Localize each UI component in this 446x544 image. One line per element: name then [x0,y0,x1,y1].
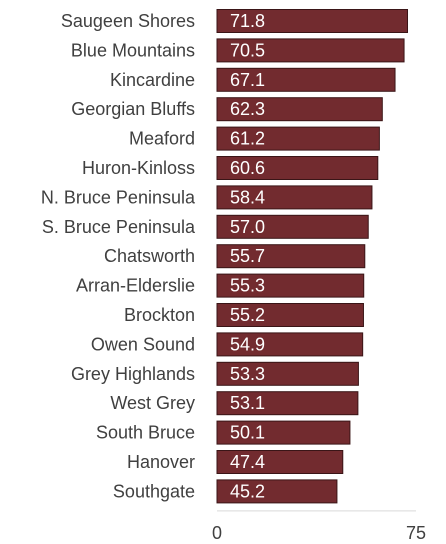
bar [216,479,338,504]
category-label: Saugeen Shores [61,11,195,31]
category-label: Chatsworth [104,246,195,266]
x-tick-label-max: 75 [406,523,426,543]
category-label: Hanover [127,452,195,472]
data-label: 57.0 [230,217,265,237]
bar [216,332,364,357]
data-label: 71.8 [230,11,265,31]
data-label: 58.4 [230,187,265,207]
data-label: 67.1 [230,70,265,90]
bar [216,185,373,210]
bar [216,214,369,239]
data-label: 55.2 [230,305,265,325]
bar [216,273,365,298]
data-label: 60.6 [230,158,265,178]
data-label: 55.7 [230,246,265,266]
data-label: 62.3 [230,99,265,119]
bar [216,391,359,416]
x-axis: 0 75 [212,510,426,543]
bar [216,9,409,33]
data-label: 53.3 [230,364,265,384]
bar [216,244,366,269]
bar [216,420,351,445]
category-label: South Bruce [96,423,195,443]
category-label: Arran-Elderslie [76,276,195,296]
bars-group [216,9,409,504]
category-label: Huron-Kinloss [82,158,195,178]
bar [216,67,396,92]
category-label: S. Bruce Peninsula [42,217,196,237]
category-label: West Grey [110,393,195,413]
bar [216,38,405,63]
data-label: 47.4 [230,452,265,472]
data-label: 55.3 [230,276,265,296]
bar [216,97,383,122]
x-tick-label-min: 0 [212,523,222,543]
category-label: Grey Highlands [71,364,195,384]
bar [216,450,344,474]
category-label: Southgate [113,481,195,501]
category-label: N. Bruce Peninsula [41,187,196,207]
category-label: Meaford [129,129,195,149]
category-label: Blue Mountains [71,40,195,60]
category-label: Kincardine [110,70,195,90]
bar [216,361,359,386]
data-label: 50.1 [230,423,265,443]
data-label: 70.5 [230,40,265,60]
value-labels-group: 71.8 70.5 67.1 62.3 61.2 60.6 58.4 57.0 55.7 55.3… [230,11,265,501]
bar [216,126,380,151]
bar [216,156,379,180]
data-label: 54.9 [230,334,265,354]
data-label: 53.1 [230,393,265,413]
bar [216,303,364,327]
category-label: Brockton [124,305,195,325]
category-labels-group: Saugeen Shores Blue Mountains Kincardine Ge… [41,11,196,501]
category-label: Georgian Bluffs [71,99,195,119]
data-label: 61.2 [230,129,265,149]
data-label: 45.2 [230,481,265,501]
category-label: Owen Sound [91,334,195,354]
